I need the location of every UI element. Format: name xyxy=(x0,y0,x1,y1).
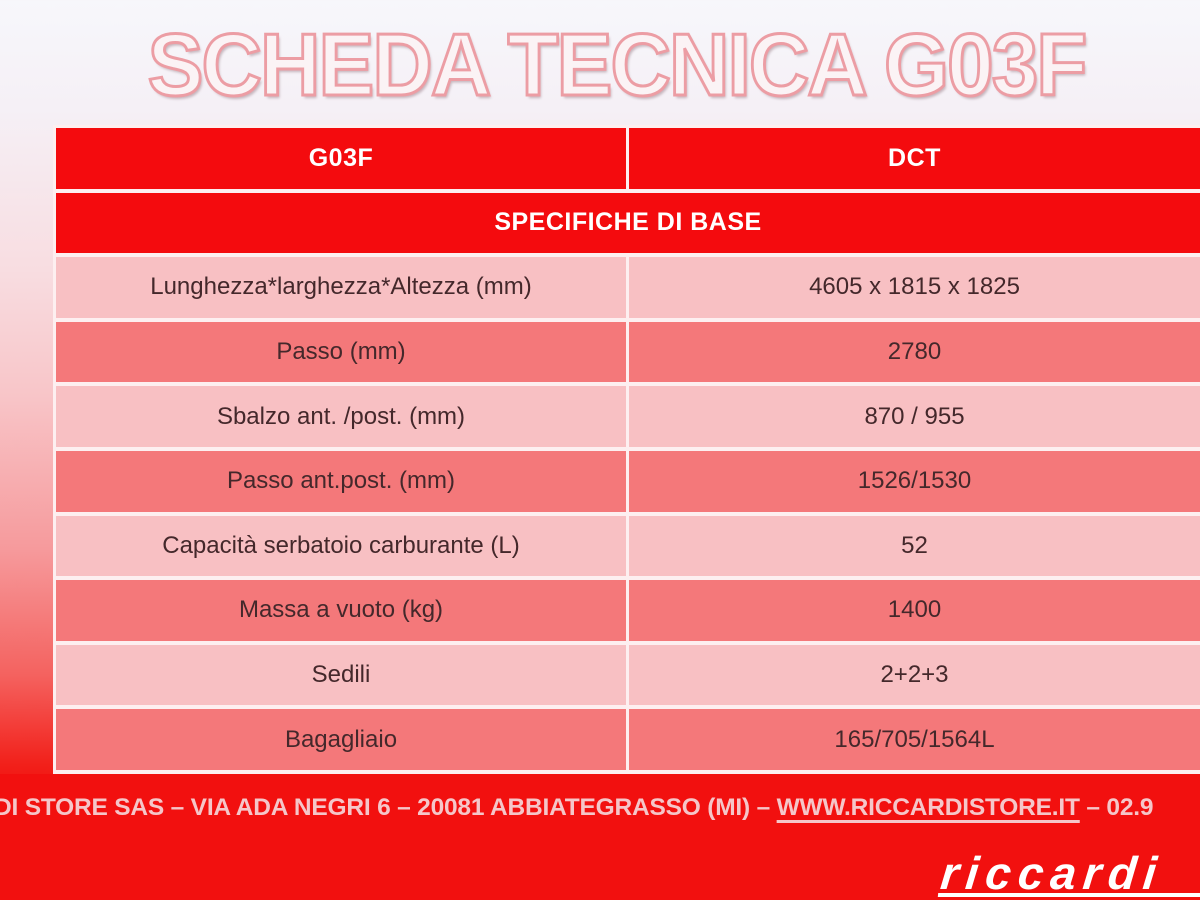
table-row: Passo ant.post. (mm) 1526/1530 xyxy=(56,450,1200,512)
footer-contact-line: DI STORE SAS – VIA ADA NEGRI 6 – 20081 A… xyxy=(0,794,1153,822)
table-row: Passo (mm) 2780 xyxy=(56,321,1200,383)
row-value: 52 xyxy=(629,515,1200,577)
row-value: 870 / 955 xyxy=(629,386,1200,447)
table-header-model: G03F xyxy=(56,128,626,189)
row-label: Passo ant.post. (mm) xyxy=(56,450,626,512)
row-label: Sbalzo ant. /post. (mm) xyxy=(56,386,626,447)
row-value: 1526/1530 xyxy=(629,450,1200,512)
riccardi-logo: riccardi xyxy=(938,847,1166,899)
riccardi-logo-underline xyxy=(937,893,1200,897)
row-label: Sedili xyxy=(56,644,626,706)
page-title: SCHEDA TECNICA G03F xyxy=(147,14,1090,116)
row-label: Capacità serbatoio carburante (L) xyxy=(56,515,626,577)
row-label: Bagagliaio xyxy=(56,709,626,770)
table-row: Capacità serbatoio carburante (L) 52 xyxy=(56,515,1200,577)
row-value: 4605 x 1815 x 1825 xyxy=(629,257,1200,318)
table-section-title: SPECIFICHE DI BASE xyxy=(56,192,1200,254)
row-label: Massa a vuoto (kg) xyxy=(56,580,626,641)
row-label: Lunghezza*larghezza*Altezza (mm) xyxy=(56,257,626,318)
footer-address-text: DI STORE SAS – VIA ADA NEGRI 6 – 20081 A… xyxy=(0,794,777,821)
row-value: 2780 xyxy=(629,321,1200,383)
row-value: 2+2+3 xyxy=(629,644,1200,706)
page-title-wrap: SCHEDA TECNICA G03F xyxy=(0,14,1200,116)
row-value: 1400 xyxy=(629,580,1200,641)
spec-table: G03F DCT SPECIFICHE DI BASE Lunghezza*la… xyxy=(53,125,1200,774)
table-row: Sbalzo ant. /post. (mm) 870 / 955 xyxy=(56,386,1200,447)
table-row: Massa a vuoto (kg) 1400 xyxy=(56,580,1200,641)
row-value: 165/705/1564L xyxy=(629,709,1200,770)
table-row: Bagagliaio 165/705/1564L xyxy=(56,709,1200,770)
footer-phone-text: – 02.9 xyxy=(1079,794,1154,821)
table-row: Lunghezza*larghezza*Altezza (mm) 4605 x … xyxy=(56,257,1200,318)
table-header-row: G03F DCT xyxy=(56,128,1200,189)
table-section-row: SPECIFICHE DI BASE xyxy=(56,192,1200,254)
store-website-link[interactable]: WWW.RICCARDISTORE.IT xyxy=(776,794,1080,821)
row-label: Passo (mm) xyxy=(56,321,626,383)
footer-band: DI STORE SAS – VIA ADA NEGRI 6 – 20081 A… xyxy=(0,774,1200,900)
table-row: Sedili 2+2+3 xyxy=(56,644,1200,706)
table-header-transmission: DCT xyxy=(629,128,1200,189)
